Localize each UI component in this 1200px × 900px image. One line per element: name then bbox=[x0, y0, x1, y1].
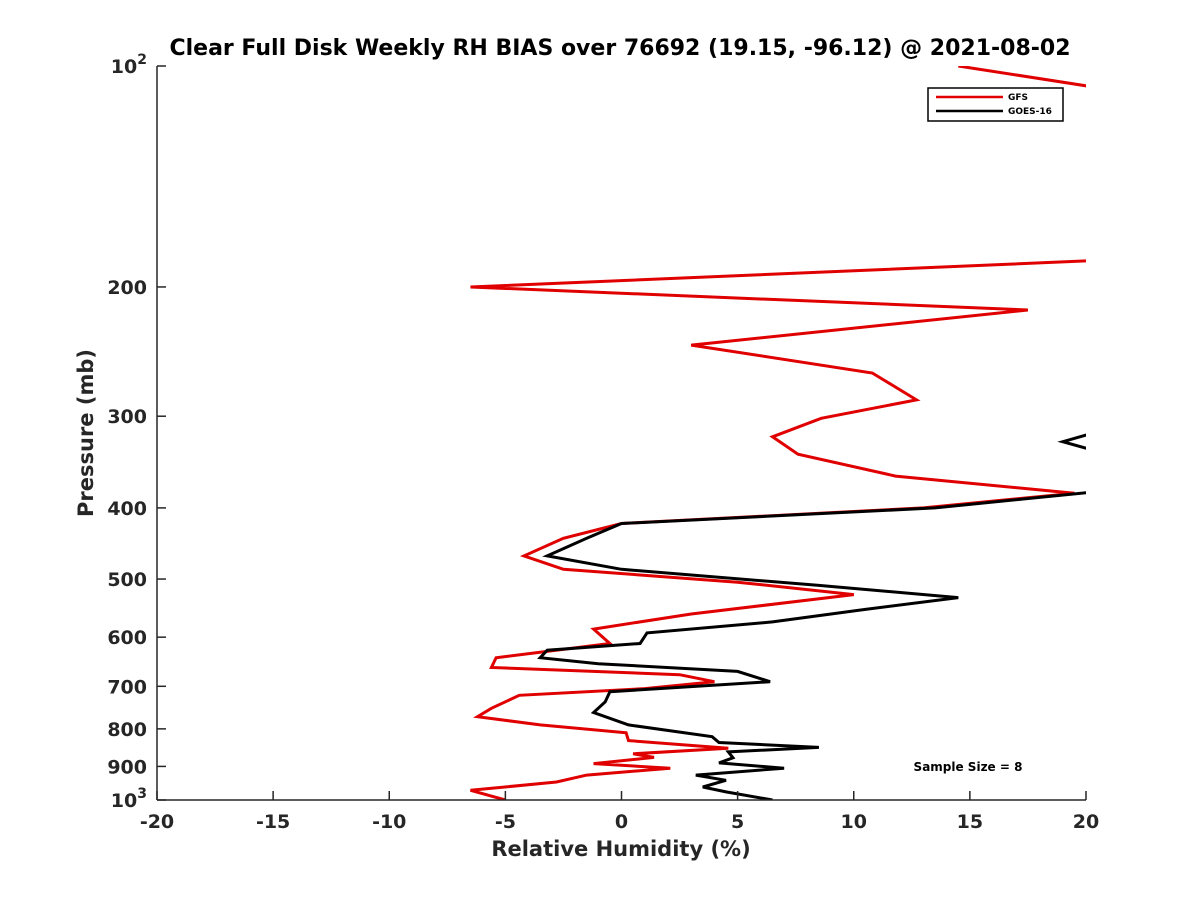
x-tick-label: -5 bbox=[495, 811, 516, 833]
y-tick-label-base: 200 bbox=[107, 277, 147, 299]
x-tick-label: -10 bbox=[372, 811, 406, 833]
series-line-gfs bbox=[470, 66, 1086, 800]
x-axis-ticks: -20 -15 -10 -5 0 5 10 15 20 bbox=[140, 791, 1099, 833]
x-tick-label: 10 bbox=[841, 811, 867, 833]
x-tick-label: -15 bbox=[256, 811, 290, 833]
sample-size-annotation: Sample Size = 8 bbox=[914, 760, 1023, 774]
y-tick-label-base: 700 bbox=[107, 676, 147, 698]
y-tick-label-base: 900 bbox=[107, 756, 147, 778]
legend-label-goes16: GOES-16 bbox=[1008, 107, 1052, 117]
y-tick-label-base: 400 bbox=[107, 498, 147, 520]
chart-title: Clear Full Disk Weekly RH BIAS over 7669… bbox=[169, 36, 1070, 61]
y-tick-label: 700 bbox=[107, 676, 147, 698]
legend: GFS GOES-16 bbox=[927, 87, 1064, 122]
y-axis-label: Pressure (mb) bbox=[74, 349, 98, 517]
x-tick-label: -20 bbox=[140, 811, 174, 833]
series-layer bbox=[470, 66, 1086, 800]
y-tick-label-base: 300 bbox=[107, 406, 147, 428]
y-tick-label: 200 bbox=[107, 277, 147, 299]
y-tick-label: 102 bbox=[111, 52, 147, 78]
y-tick-label: 600 bbox=[107, 627, 147, 649]
x-tick-label: 20 bbox=[1073, 811, 1099, 833]
y-tick-label: 900 bbox=[107, 756, 147, 778]
y-tick-label-base: 500 bbox=[107, 569, 147, 591]
series-line-goes-16-fragment bbox=[1057, 433, 1086, 450]
x-tick-label: 5 bbox=[731, 811, 744, 833]
x-tick-label: 0 bbox=[615, 811, 628, 833]
y-tick-label-base: 10 bbox=[111, 56, 137, 78]
y-tick-label: 800 bbox=[107, 719, 147, 741]
y-tick-label-exponent: 3 bbox=[137, 786, 147, 802]
y-tick-label: 400 bbox=[107, 498, 147, 520]
y-tick-label-base: 600 bbox=[107, 627, 147, 649]
legend-label-gfs: GFS bbox=[1008, 93, 1028, 103]
y-tick-label: 103 bbox=[111, 786, 147, 812]
y-tick-label: 300 bbox=[107, 406, 147, 428]
y-tick-label-base: 800 bbox=[107, 719, 147, 741]
series-line-goes-16 bbox=[537, 491, 1086, 800]
legend-box bbox=[927, 87, 1064, 122]
x-tick-label: 15 bbox=[957, 811, 983, 833]
y-tick-label: 500 bbox=[107, 569, 147, 591]
y-tick-label-exponent: 2 bbox=[137, 52, 147, 68]
y-tick-label-base: 10 bbox=[111, 790, 137, 812]
x-axis-label: Relative Humidity (%) bbox=[491, 837, 750, 861]
